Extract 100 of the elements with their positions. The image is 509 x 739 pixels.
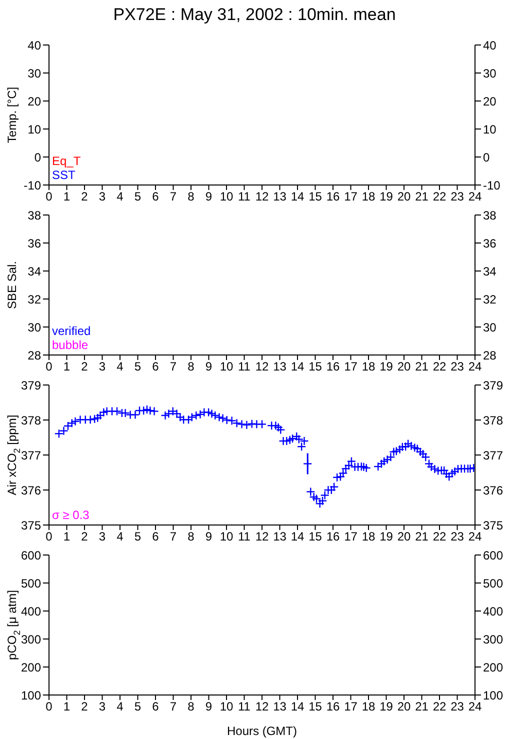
x-tick-label: 17 <box>344 190 358 204</box>
y2-tick-label: 38 <box>483 208 497 222</box>
x-tick-label: 1 <box>63 700 70 714</box>
y-tick-label: -10 <box>24 178 42 192</box>
x-tick-label: 17 <box>344 700 358 714</box>
x-tick-label: 2 <box>81 530 88 544</box>
y2-tick-label: -10 <box>483 178 501 192</box>
x-tick-label: 23 <box>450 190 464 204</box>
x-tick-label: 15 <box>308 190 322 204</box>
x-tick-label: 9 <box>205 190 212 204</box>
x-tick-label: 4 <box>116 190 124 204</box>
y-tick-label: 20 <box>28 94 42 108</box>
x-tick-label: 14 <box>290 530 304 544</box>
x-tick-label: 14 <box>290 190 304 204</box>
y-tick-label: 377 <box>20 448 42 462</box>
x-tick-label: 19 <box>380 190 394 204</box>
x-tick-label: 16 <box>326 360 340 374</box>
x-tick-label: 18 <box>362 190 376 204</box>
y2-tick-label: 30 <box>483 320 497 334</box>
x-tick-label: 6 <box>152 530 160 544</box>
y2-tick-label: 28 <box>483 348 497 362</box>
x-tick-label: 13 <box>273 530 287 544</box>
y2-tick-label: 200 <box>483 660 504 674</box>
x-tick-label: 21 <box>415 700 429 714</box>
x-tick-label: 0 <box>46 190 53 204</box>
annotation: Eq_T <box>52 154 81 168</box>
y2-tick-label: 40 <box>483 38 497 52</box>
x-tick-label: 14 <box>290 360 304 374</box>
y2-tick-label: 379 <box>483 378 504 392</box>
x-tick-label: 6 <box>152 360 160 374</box>
y-tick-label: 378 <box>20 413 42 428</box>
y-tick-label: 30 <box>28 66 42 80</box>
annotation: SST <box>52 168 76 182</box>
y-tick-label: 200 <box>20 660 42 674</box>
x-tick-label: 10 <box>220 700 234 714</box>
x-tick-label: 22 <box>432 530 446 544</box>
x-tick-label: 24 <box>468 530 482 544</box>
y-tick-label: 100 <box>20 688 42 702</box>
x-tick-label: 23 <box>450 360 464 374</box>
x-tick-label: 18 <box>362 360 376 374</box>
x-tick-label: 6 <box>152 700 160 714</box>
x-tick-label: 16 <box>326 190 340 204</box>
y2-tick-label: 375 <box>483 518 504 532</box>
x-tick-label: 3 <box>98 190 106 204</box>
x-tick-label: 9 <box>205 530 212 544</box>
y2-tick-label: 376 <box>483 483 504 498</box>
y-tick-label: 376 <box>20 483 42 498</box>
y-tick-label: 36 <box>28 236 42 250</box>
x-tick-label: 3 <box>98 700 106 714</box>
x-tick-label: 22 <box>432 360 446 374</box>
y-tick-label: 300 <box>20 632 42 646</box>
y-axis-title: SBE Sal. <box>5 260 19 310</box>
x-tick-label: 15 <box>308 530 322 544</box>
x-tick-label: 1 <box>63 190 70 204</box>
x-tick-label: 11 <box>238 360 251 374</box>
x-tick-label: 3 <box>98 530 106 544</box>
x-tick-label: 22 <box>432 190 446 204</box>
y-tick-label: 40 <box>28 38 42 52</box>
x-tick-label: 13 <box>273 700 287 714</box>
x-tick-label: 9 <box>205 700 212 714</box>
x-tick-label: 15 <box>308 360 322 374</box>
x-tick-label: 12 <box>255 360 269 374</box>
x-tick-label: 0 <box>46 700 53 714</box>
x-tick-label: 21 <box>415 190 429 204</box>
x-tick-label: 20 <box>397 530 411 544</box>
y-tick-label: 38 <box>28 208 42 222</box>
x-tick-label: 15 <box>308 700 322 714</box>
x-tick-label: 23 <box>450 700 464 714</box>
annotation: verified <box>52 324 91 338</box>
y-tick-label: 500 <box>20 576 42 590</box>
y-tick-label: 28 <box>28 348 42 362</box>
x-tick-label: 13 <box>273 190 287 204</box>
x-tick-label: 24 <box>468 700 482 714</box>
x-tick-label: 17 <box>344 530 358 544</box>
x-tick-label: 20 <box>397 360 411 374</box>
x-tick-label: 20 <box>397 700 411 714</box>
y2-tick-label: 377 <box>483 448 504 462</box>
x-tick-label: 5 <box>134 190 142 204</box>
x-tick-label: 17 <box>344 360 358 374</box>
x-tick-label: 22 <box>432 700 446 714</box>
x-tick-label: 2 <box>81 190 88 204</box>
x-tick-label: 24 <box>468 360 482 374</box>
y-tick-label: 34 <box>28 264 42 278</box>
x-tick-label: 12 <box>255 700 269 714</box>
x-tick-label: 13 <box>273 360 287 374</box>
y2-tick-label: 600 <box>483 548 504 562</box>
x-tick-label: 24 <box>468 190 482 204</box>
x-tick-label: 2 <box>81 700 88 714</box>
x-tick-label: 12 <box>255 190 269 204</box>
y-tick-label: 379 <box>20 378 42 392</box>
x-tick-label: 16 <box>326 700 340 714</box>
x-tick-label: 11 <box>238 190 251 204</box>
x-tick-label: 14 <box>290 700 304 714</box>
x-tick-label: 11 <box>238 700 251 714</box>
x-tick-label: 2 <box>81 360 88 374</box>
x-tick-label: 8 <box>188 190 195 204</box>
y-tick-label: 400 <box>20 604 42 618</box>
x-tick-label: 19 <box>380 700 394 714</box>
x-axis-title: Hours (GMT) <box>227 724 297 738</box>
x-tick-label: 5 <box>134 530 142 544</box>
